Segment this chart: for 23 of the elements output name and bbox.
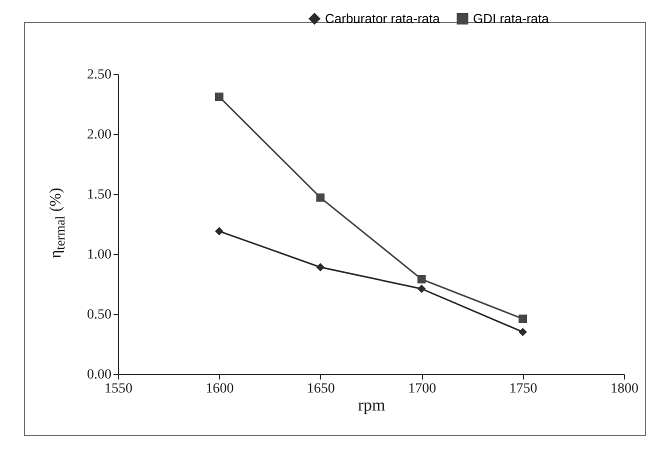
point — [215, 227, 224, 236]
x-tick-label: 1600 — [206, 382, 234, 396]
point — [316, 193, 325, 202]
y-tick-label: 2.00 — [87, 128, 112, 142]
y-tick-label: 2.50 — [87, 68, 112, 82]
x-tick-label: 1650 — [306, 382, 335, 396]
y-tick-label: 1.00 — [87, 248, 112, 262]
legend-label: GDI rata-rata — [473, 10, 550, 26]
point — [215, 92, 224, 101]
point — [417, 284, 426, 293]
point — [417, 275, 426, 284]
point — [518, 328, 527, 336]
y-tick-label: 0.50 — [87, 308, 112, 322]
x-tick-label: 1750 — [509, 382, 538, 396]
x-tick-label: 1700 — [408, 382, 436, 396]
x-tick-label: 1800 — [610, 382, 638, 396]
y-tick-label: 0.00 — [87, 368, 112, 382]
point — [316, 263, 325, 272]
x-tick-label: 1550 — [104, 382, 132, 396]
legend-label: Carburator rata-rata — [325, 10, 441, 26]
point — [518, 314, 527, 323]
x-axis-title: rpm — [358, 396, 386, 414]
y-tick-label: 1.50 — [87, 188, 112, 202]
